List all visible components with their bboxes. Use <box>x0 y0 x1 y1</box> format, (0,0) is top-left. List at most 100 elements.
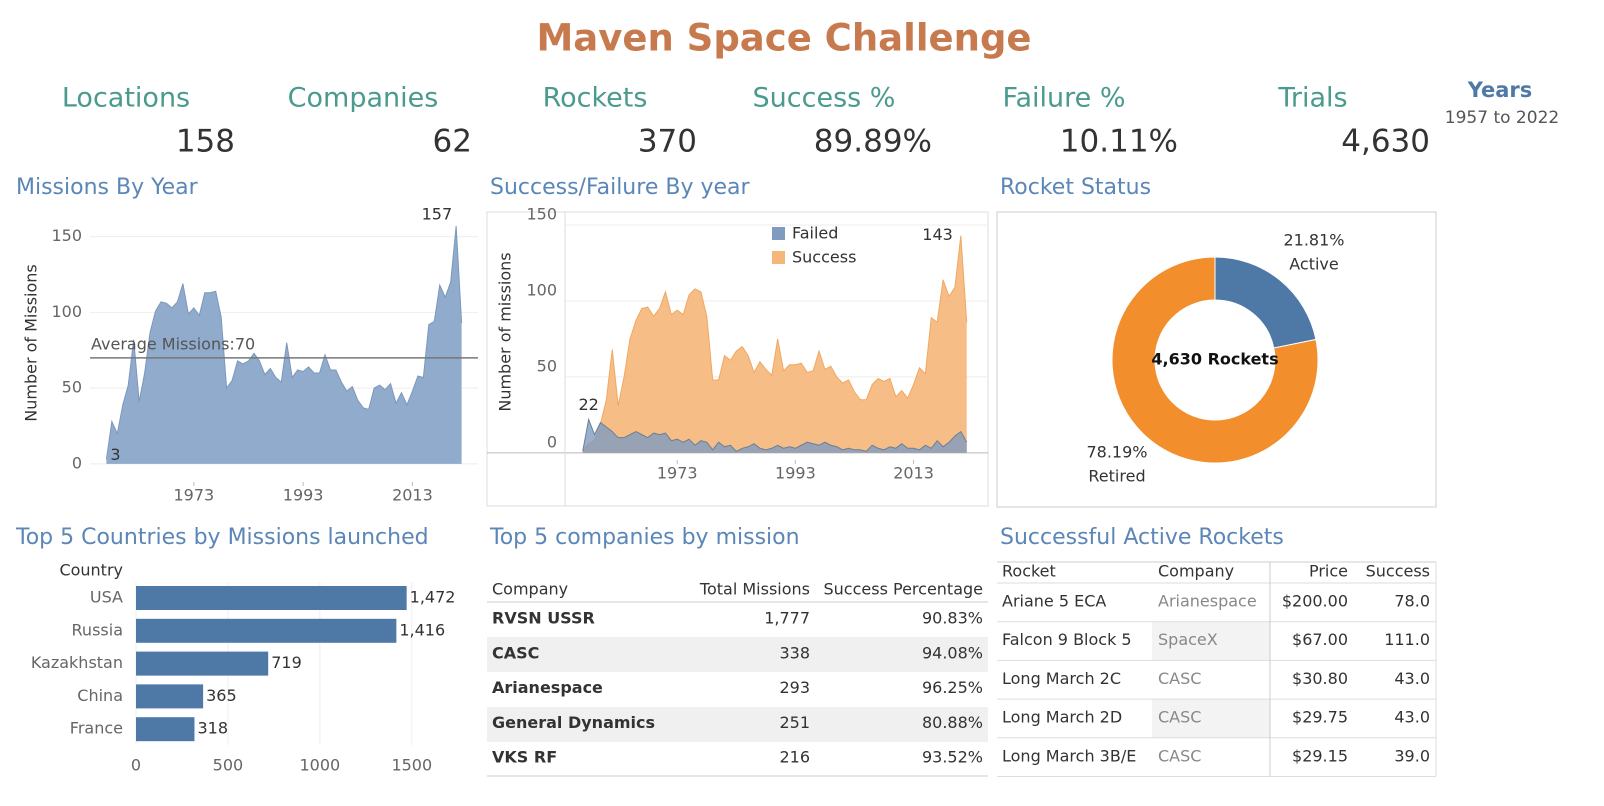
legend-label: Success <box>792 248 856 267</box>
table-cell: $67.00 <box>1292 630 1348 649</box>
legend-swatch <box>772 227 785 240</box>
x-tick-label: 1000 <box>300 756 341 775</box>
x-tick-label: 1500 <box>391 756 432 775</box>
x-tick-label: 2013 <box>893 464 934 483</box>
y-tick-label: Russia <box>72 620 123 639</box>
table-cell: $29.15 <box>1292 746 1348 765</box>
slice-category-label: Active <box>1289 255 1339 274</box>
kpi-value: 4,630 <box>1341 124 1430 160</box>
area-line <box>582 417 968 452</box>
table-cell: 111.0 <box>1384 630 1430 649</box>
cell-shade <box>1152 621 1270 661</box>
bar-value-label: 365 <box>206 686 237 705</box>
kpi-label: Locations <box>62 83 190 114</box>
x-tick-label: 2013 <box>392 486 433 505</box>
column-header: Company <box>1158 562 1234 581</box>
table-cell: 338 <box>779 643 810 662</box>
area-fill <box>582 419 967 453</box>
row-stripe <box>487 637 988 672</box>
column-header: Company <box>492 580 568 599</box>
bar <box>136 717 195 742</box>
table-cell: Falcon 9 Block 5 <box>1002 630 1132 649</box>
chart-frame <box>486 211 989 507</box>
kpi-value: 62 <box>433 124 472 160</box>
table-cell: RVSN USSR <box>492 609 595 628</box>
data-label: 22 <box>578 395 598 414</box>
kpi-value: 370 <box>638 124 697 160</box>
table-cell: $30.80 <box>1292 669 1348 688</box>
y-axis-label: Number of Missions <box>22 264 41 422</box>
x-tick-label: 1993 <box>283 486 324 505</box>
x-tick-label: 1973 <box>173 486 214 505</box>
kpi-value: 10.11% <box>1060 124 1178 160</box>
years-value: 1957 to 2022 <box>1445 108 1559 128</box>
table-cell: VKS RF <box>492 748 557 767</box>
x-tick-label: 1973 <box>657 464 698 483</box>
y-tick-label: 150 <box>51 226 82 245</box>
kpi-value: 158 <box>176 124 235 160</box>
chart-title: Missions By Year <box>16 175 199 200</box>
chart-title: Top 5 Countries by Missions launched <box>15 525 429 550</box>
bar <box>136 651 269 676</box>
table-cell: CASC <box>1158 669 1201 688</box>
table-cell: 90.83% <box>922 609 983 628</box>
table-cell: 80.88% <box>922 713 983 732</box>
slice-value-label: 78.19% <box>1086 443 1147 462</box>
bar-value-label: 318 <box>197 719 228 738</box>
y-tick-label: USA <box>90 588 123 607</box>
data-label: 157 <box>422 205 453 224</box>
slice-category-label: Retired <box>1088 467 1145 486</box>
table-cell: CASC <box>492 643 539 662</box>
table-cell: 43.0 <box>1394 708 1430 727</box>
area-line <box>105 226 463 460</box>
y-tick-label: 0 <box>72 453 82 472</box>
table-cell: 96.25% <box>922 678 983 697</box>
y-tick-label: 50 <box>62 378 82 397</box>
y-tick-label: China <box>77 686 123 705</box>
column-header: Success Percentage <box>824 580 984 599</box>
table-title: Successful Active Rockets <box>1000 525 1284 550</box>
dashboard-title: Maven Space Challenge <box>536 17 1031 60</box>
slice-value-label: 21.81% <box>1283 231 1344 250</box>
y-tick-label: 100 <box>51 302 82 321</box>
chart-frame <box>996 211 1437 508</box>
area-line <box>582 235 968 451</box>
x-tick-label: 500 <box>213 756 244 775</box>
table-cell: Arianespace <box>1158 592 1257 611</box>
bar-value-label: 719 <box>271 653 302 672</box>
table-cell: 251 <box>779 713 810 732</box>
chart-title: Rocket Status <box>1000 175 1151 200</box>
bar <box>136 684 204 709</box>
kpi-label: Failure % <box>1002 83 1125 114</box>
table-cell: 1,777 <box>764 609 810 628</box>
table-cell: 293 <box>779 678 810 697</box>
y-axis-label: Number of missions <box>496 252 515 411</box>
table-cell: Long March 2C <box>1002 669 1121 688</box>
kpi-value: 89.89% <box>814 124 932 160</box>
donut-center-label: 4,630 Rockets <box>1151 350 1278 369</box>
x-tick-label: 1993 <box>775 464 816 483</box>
table-cell: CASC <box>1158 708 1201 727</box>
y-axis-label: Country <box>59 561 123 580</box>
data-label: 3 <box>110 445 120 464</box>
kpi-label: Success % <box>753 83 896 114</box>
table-cell: SpaceX <box>1158 630 1218 649</box>
y-tick-label: 50 <box>537 356 557 375</box>
kpi-label: Trials <box>1277 83 1347 114</box>
bar <box>136 586 407 610</box>
table-cell: Arianespace <box>492 678 603 697</box>
table-cell: 93.52% <box>922 748 983 767</box>
y-tick-label: 100 <box>526 280 557 299</box>
area-fill <box>582 235 967 453</box>
y-tick-label: 150 <box>526 205 557 224</box>
table-cell: 216 <box>779 748 810 767</box>
bar-value-label: 1,416 <box>399 620 445 639</box>
table-cell: 39.0 <box>1394 746 1430 765</box>
bar-value-label: 1,472 <box>410 588 456 607</box>
column-header: Total Missions <box>699 580 810 599</box>
reference-label: Average Missions:70 <box>91 334 255 353</box>
table-cell: Long March 2D <box>1002 708 1122 727</box>
table-cell: 78.0 <box>1394 592 1430 611</box>
legend-label: Failed <box>792 224 838 243</box>
